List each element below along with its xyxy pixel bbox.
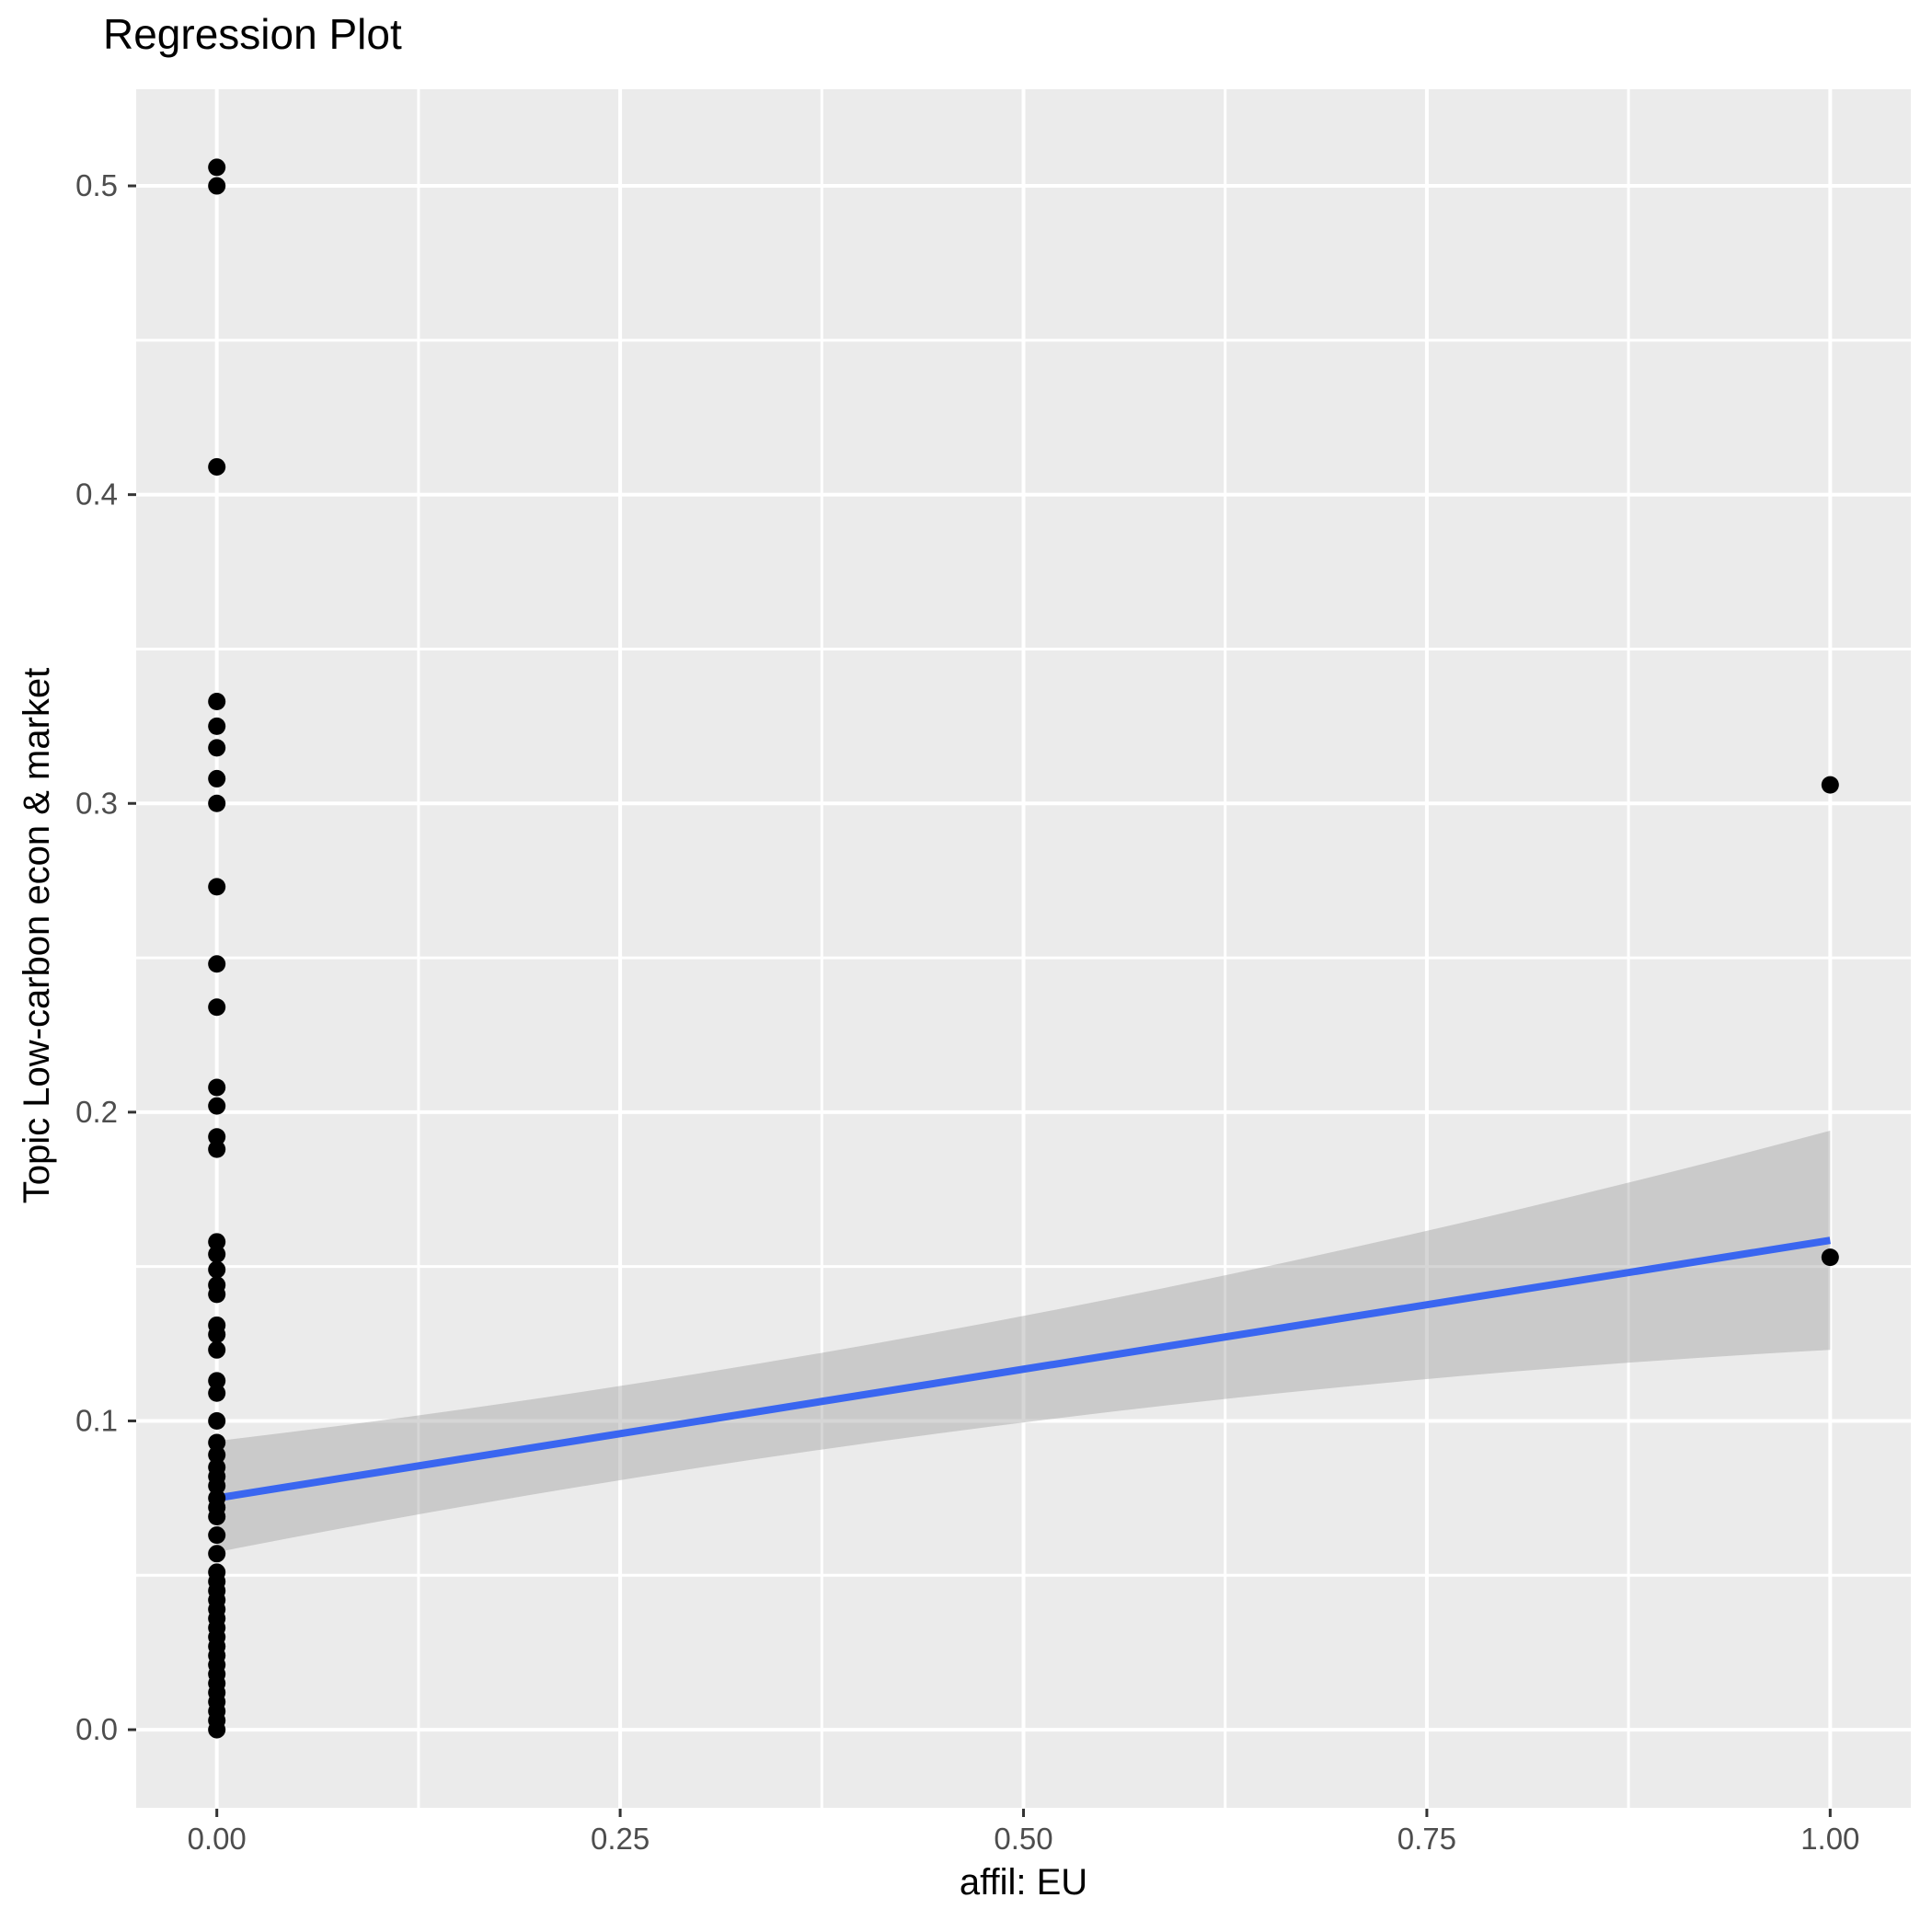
confidence-band	[216, 1131, 1831, 1553]
data-point	[1821, 776, 1839, 794]
data-point	[208, 1411, 226, 1430]
axis-ticks	[128, 184, 1832, 1817]
y-tick-label: 0.4	[75, 477, 118, 512]
data-point	[208, 1128, 226, 1146]
data-point	[208, 1285, 226, 1304]
data-point	[208, 1508, 226, 1526]
data-point	[208, 1433, 226, 1452]
data-point	[1821, 1248, 1839, 1267]
ci-band	[216, 1131, 1831, 1553]
x-tick-label: 0.75	[1397, 1822, 1456, 1856]
data-point	[208, 457, 226, 476]
regression-line	[216, 1236, 1831, 1502]
y-tick-label: 0.2	[75, 1095, 118, 1129]
x-tick-label: 1.00	[1800, 1822, 1859, 1856]
data-point	[208, 769, 226, 788]
data-point	[208, 1078, 226, 1097]
plot-title: Regression Plot	[103, 10, 402, 58]
data-point	[208, 1140, 226, 1158]
data-point	[208, 1545, 226, 1563]
data-point	[208, 1326, 226, 1344]
data-point	[208, 693, 226, 711]
data-point	[208, 955, 226, 973]
data-point	[208, 739, 226, 757]
data-point	[208, 1233, 226, 1251]
y-tick-label: 0.0	[75, 1712, 118, 1746]
tick-labels: 0.00 0.25 0.50 0.75 1.00 0.0 0.1 0.2 0.3 0.4 0.5	[75, 168, 1859, 1856]
data-point	[208, 1384, 226, 1402]
y-tick-label: 0.5	[75, 168, 118, 202]
regression-line	[216, 1236, 1831, 1502]
data-point	[208, 998, 226, 1017]
data-point	[208, 1720, 226, 1739]
x-tick-label: 0.00	[188, 1822, 247, 1856]
x-tick-label: 0.50	[994, 1822, 1052, 1856]
data-point	[208, 158, 226, 177]
major-gridlines	[136, 89, 1911, 1808]
data-point	[208, 1260, 226, 1279]
data-point	[208, 1526, 226, 1545]
data-point	[208, 1477, 226, 1495]
y-tick-label: 0.3	[75, 786, 118, 820]
data-point	[208, 1097, 226, 1115]
y-axis-title: Topic Low-carbon econ & market	[17, 667, 57, 1204]
data-point	[208, 1445, 226, 1464]
y-tick-label: 0.1	[75, 1403, 118, 1437]
x-tick-label: 0.25	[591, 1822, 650, 1856]
data-point	[208, 1372, 226, 1390]
data-point	[208, 717, 226, 735]
x-axis-title: affil: EU	[959, 1862, 1088, 1903]
data-point	[208, 878, 226, 896]
data-point	[208, 1340, 226, 1359]
data-point	[208, 794, 226, 812]
data-point	[208, 1245, 226, 1263]
data-point	[208, 177, 226, 195]
data-points	[208, 158, 1839, 1739]
